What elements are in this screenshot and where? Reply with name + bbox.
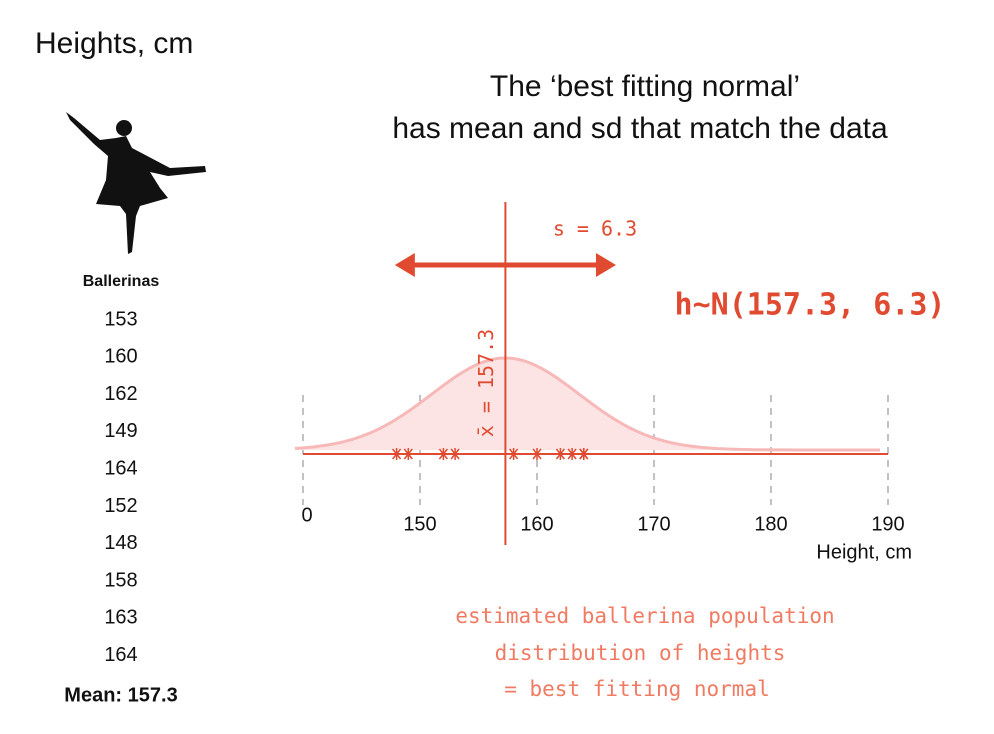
arrow-head [394, 253, 415, 277]
table-cell: 163 [104, 607, 137, 629]
data-point [402, 448, 415, 460]
data-point [577, 448, 590, 460]
data-point [449, 448, 462, 460]
sd-label: s = 6.3 [553, 217, 637, 241]
table-cell: 162 [104, 383, 137, 405]
x-tick-label: 0 [301, 504, 312, 526]
x-axis-label: Height, cm [816, 541, 912, 563]
data-point [531, 448, 543, 460]
table-cell: 149 [104, 420, 137, 442]
x-tick-label: 180 [754, 513, 787, 535]
table-cell: 164 [104, 644, 137, 666]
table-cell: 160 [104, 346, 137, 368]
data-point [437, 448, 450, 460]
arrow-head [595, 253, 616, 277]
data-point [390, 448, 403, 460]
note: distribution of heights [495, 641, 786, 665]
x-tick-label: 150 [403, 513, 436, 535]
slide-title: Heights, cm [35, 27, 193, 60]
table-footer: Mean: 157.3 [64, 684, 177, 706]
table-cell: 148 [104, 532, 137, 554]
table-cell: 152 [104, 495, 137, 517]
mean-label: x̄ = 157.3 [474, 329, 498, 437]
model-label: h~N(157.3, 6.3) [675, 288, 946, 323]
table-cell: 158 [104, 569, 137, 591]
data-point [566, 448, 579, 460]
x-tick-label: 160 [520, 513, 553, 535]
table-header: Ballerinas [83, 273, 160, 290]
data-point [554, 448, 567, 460]
normal-area [295, 358, 880, 450]
table-cell: 164 [104, 457, 137, 479]
note: = best fitting normal [504, 677, 770, 701]
note: estimated ballerina population [455, 604, 834, 628]
heading: The ‘best fitting normal’ [490, 70, 800, 103]
x-tick-label: 170 [637, 513, 670, 535]
normal-curve [294, 356, 880, 452]
table-cell: 153 [104, 308, 137, 330]
heading: has mean and sd that match the data [392, 112, 888, 145]
x-tick-label: 190 [871, 513, 904, 535]
data-point [507, 448, 520, 460]
ballerina-icon [66, 112, 206, 254]
